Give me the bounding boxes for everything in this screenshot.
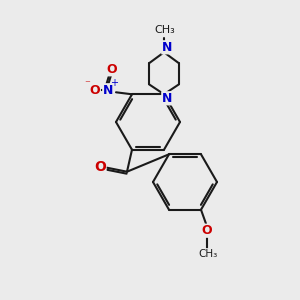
Text: N: N bbox=[103, 84, 113, 97]
Text: O: O bbox=[94, 160, 106, 174]
Text: CH₃: CH₃ bbox=[154, 25, 176, 35]
Text: O: O bbox=[202, 224, 212, 237]
Text: CH₃: CH₃ bbox=[198, 249, 218, 259]
Text: O: O bbox=[107, 63, 117, 76]
Text: ⁻: ⁻ bbox=[84, 79, 90, 89]
Text: N: N bbox=[162, 41, 172, 54]
Text: +: + bbox=[110, 78, 118, 88]
Text: O: O bbox=[90, 84, 100, 97]
Text: N: N bbox=[162, 92, 172, 105]
